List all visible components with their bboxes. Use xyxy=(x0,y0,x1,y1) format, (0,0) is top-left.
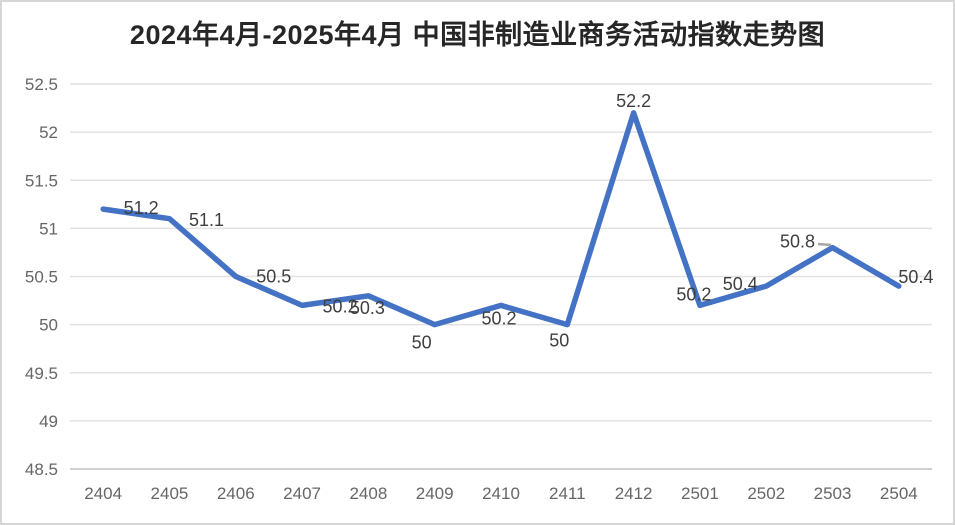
chart-title: 2024年4月-2025年4月 中国非制造业商务活动指数走势图 xyxy=(129,20,826,50)
x-tick-label: 2408 xyxy=(349,484,387,503)
data-label: 50 xyxy=(412,333,432,353)
x-tick-label: 2502 xyxy=(747,484,785,503)
y-tick-label: 51.5 xyxy=(25,171,58,190)
y-tick-label: 50.5 xyxy=(25,268,58,287)
y-tick-label: 51 xyxy=(39,219,58,238)
y-tick-label: 52.5 xyxy=(25,75,58,94)
x-tick-label: 2409 xyxy=(416,484,454,503)
data-label: 51.2 xyxy=(124,198,159,218)
series-line xyxy=(100,110,902,328)
data-label: 52.2 xyxy=(616,91,651,111)
y-tick-label: 49.5 xyxy=(25,364,58,383)
x-tick-label: 2501 xyxy=(681,484,719,503)
data-label: 50.4 xyxy=(898,267,933,287)
data-label: 51.1 xyxy=(189,210,224,230)
data-label: 50.3 xyxy=(350,298,385,318)
data-label: 50.2 xyxy=(676,284,711,304)
x-tick-label: 2407 xyxy=(283,484,321,503)
x-tick-label: 2406 xyxy=(217,484,255,503)
data-label-leader-line xyxy=(817,242,832,247)
x-tick-label: 2503 xyxy=(814,484,852,503)
x-tick-label: 2404 xyxy=(84,484,122,503)
y-tick-label: 52 xyxy=(39,123,58,142)
x-tick-label: 2405 xyxy=(151,484,189,503)
data-label: 50.8 xyxy=(780,232,815,252)
data-label: 50.4 xyxy=(723,274,758,294)
data-label: 50.2 xyxy=(481,308,516,328)
x-tick-label: 2504 xyxy=(880,484,918,503)
x-tick-label: 2410 xyxy=(482,484,520,503)
data-label: 50.2 xyxy=(323,296,358,316)
y-tick-label: 48.5 xyxy=(25,460,58,479)
data-label: 50 xyxy=(549,331,569,351)
y-tick-label: 50 xyxy=(39,316,58,335)
x-tick-label: 2411 xyxy=(549,484,586,503)
x-tick-label: 2412 xyxy=(615,484,653,503)
y-tick-label: 49 xyxy=(39,412,58,431)
data-label: 50.5 xyxy=(256,267,291,287)
